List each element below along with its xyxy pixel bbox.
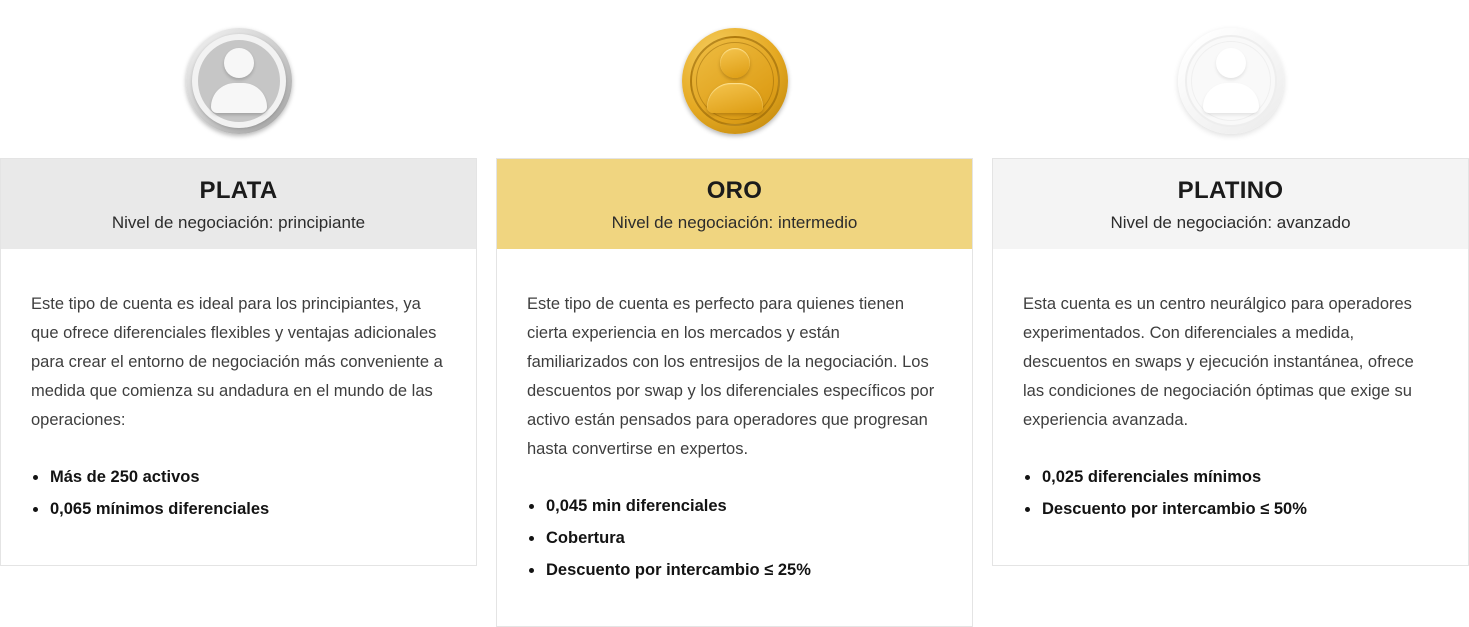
card-body: Esta cuenta es un centro neurálgico para…: [993, 249, 1468, 565]
benefits-list: Más de 250 activos 0,065 mínimos diferen…: [31, 463, 443, 524]
silver-medal-icon: [185, 28, 292, 134]
medal-area: [992, 0, 1469, 158]
benefit-item: Más de 250 activos: [31, 463, 443, 492]
card-body: Este tipo de cuenta es perfecto para qui…: [497, 249, 972, 626]
person-silhouette-head: [719, 48, 750, 78]
card-subtitle: Nivel de negociación: avanzado: [1110, 213, 1351, 232]
card-title: PLATA: [199, 177, 278, 204]
account-card-plata: PLATA Nivel de negociación: principiante…: [0, 158, 477, 566]
gold-medal-icon: [681, 28, 788, 134]
benefit-item: Descuento por intercambio ≤ 25%: [527, 556, 939, 585]
card-subtitle: Nivel de negociación: intermedio: [611, 213, 858, 232]
card-description: Esta cuenta es un centro neurálgico para…: [1023, 295, 1414, 429]
medal-area: [496, 0, 973, 158]
benefits-list: 0,045 min diferenciales Cobertura Descue…: [527, 492, 939, 585]
medal-engraved-ring: [1190, 41, 1271, 121]
benefit-item: 0,065 mínimos diferenciales: [31, 495, 443, 524]
person-silhouette-head: [223, 48, 254, 78]
medal-area: [0, 0, 477, 158]
benefit-item: 0,045 min diferenciales: [527, 492, 939, 521]
account-card-oro: ORO Nivel de negociación: intermedio Est…: [496, 158, 973, 627]
person-silhouette-torso: [1202, 83, 1259, 113]
card-title: PLATINO: [1177, 177, 1284, 204]
card-header: PLATA Nivel de negociación: principiante: [1, 159, 476, 249]
card-header: ORO Nivel de negociación: intermedio: [497, 159, 972, 249]
account-tier-column-plata: PLATA Nivel de negociación: principiante…: [0, 0, 477, 566]
card-body: Este tipo de cuenta es ideal para los pr…: [1, 249, 476, 565]
platinum-medal-icon: [1177, 28, 1284, 134]
account-card-platino: PLATINO Nivel de negociación: avanzado E…: [992, 158, 1469, 566]
card-title: ORO: [706, 177, 763, 204]
medal-engraved-ring: [695, 42, 774, 120]
person-silhouette-torso: [210, 83, 267, 113]
card-description: Este tipo de cuenta es perfecto para qui…: [527, 295, 935, 458]
person-silhouette-head: [1215, 48, 1246, 78]
card-header: PLATINO Nivel de negociación: avanzado: [993, 159, 1468, 249]
account-tier-column-platino: PLATINO Nivel de negociación: avanzado E…: [992, 0, 1469, 566]
benefits-list: 0,025 diferenciales mínimos Descuento po…: [1023, 463, 1435, 524]
account-tier-column-oro: ORO Nivel de negociación: intermedio Est…: [496, 0, 973, 627]
benefit-item: 0,025 diferenciales mínimos: [1023, 463, 1435, 492]
benefit-item: Cobertura: [527, 524, 939, 553]
person-silhouette-torso: [706, 83, 763, 113]
card-subtitle: Nivel de negociación: principiante: [111, 213, 366, 232]
card-description: Este tipo de cuenta es ideal para los pr…: [31, 295, 443, 429]
benefit-item: Descuento por intercambio ≤ 50%: [1023, 495, 1435, 524]
